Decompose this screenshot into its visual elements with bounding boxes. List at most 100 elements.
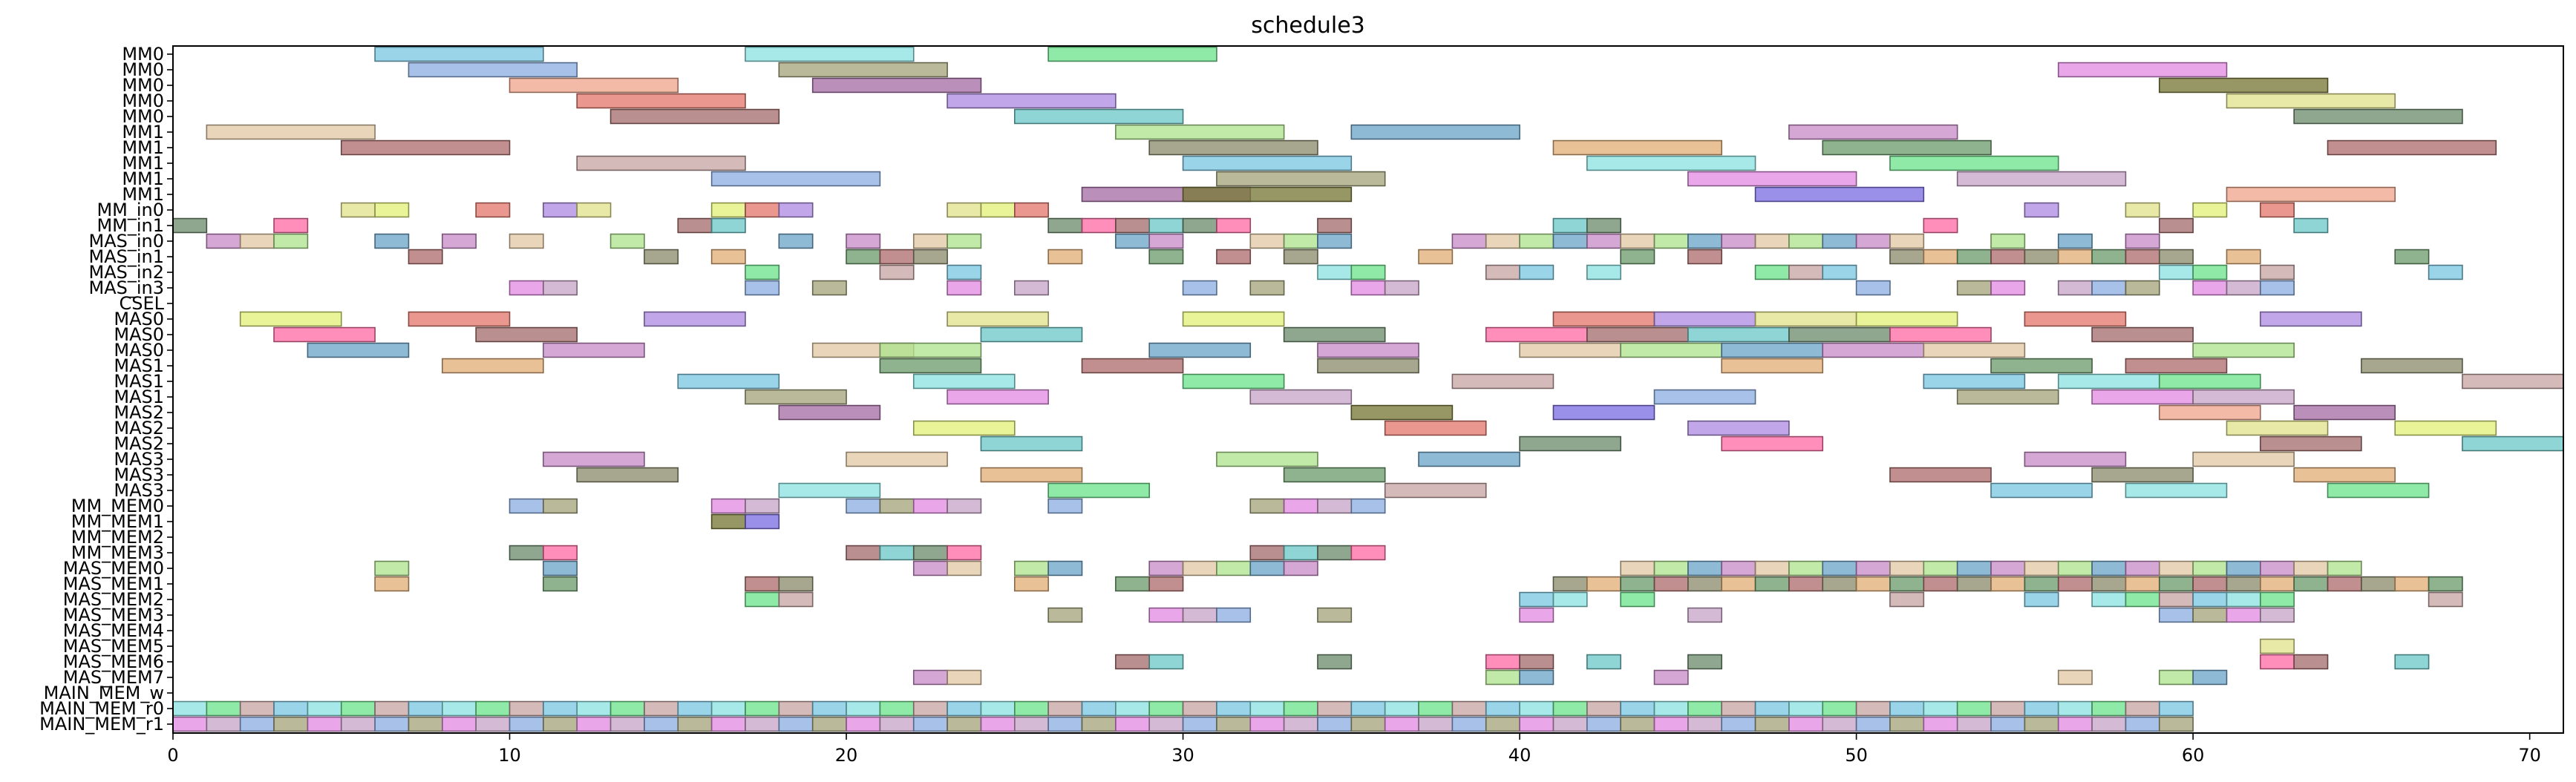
task-bar: [1687, 171, 1857, 187]
task-bar: [2125, 560, 2160, 576]
task-bar: [374, 202, 410, 218]
task-bar: [475, 202, 511, 218]
task-bar: [2226, 186, 2396, 203]
task-bar: [1956, 249, 1992, 265]
task-bar: [1620, 560, 1655, 576]
task-bar: [1653, 389, 1756, 405]
task-bar: [1754, 264, 1790, 280]
task-bar: [442, 233, 477, 249]
task-bar: [1889, 326, 1992, 343]
task-bar: [1081, 358, 1184, 374]
task-bar: [2091, 700, 2127, 717]
task-bar: [1822, 560, 1857, 576]
y-tick-label: MM_MEM3: [71, 542, 164, 563]
task-bar: [1788, 576, 1824, 592]
task-bar: [2293, 654, 2329, 670]
task-bar: [1990, 576, 2026, 592]
task-bar: [307, 716, 342, 732]
task-bar: [2158, 716, 2194, 732]
task-bar: [1687, 560, 1722, 576]
task-bar: [2158, 591, 2194, 608]
task-bar: [1653, 576, 1689, 592]
task-bar: [778, 576, 814, 592]
task-bar: [2462, 373, 2564, 390]
task-bar: [1283, 545, 1318, 561]
task-bar: [644, 249, 679, 265]
task-bar: [1855, 311, 1958, 327]
task-bar: [2024, 249, 2059, 265]
y-tick-label: MM0: [122, 91, 164, 111]
task-bar: [778, 233, 814, 249]
task-bar: [1115, 654, 1151, 670]
task-bar: [1956, 280, 1992, 296]
task-bar: [576, 700, 612, 717]
task-bar: [1283, 467, 1386, 483]
task-bar: [846, 700, 881, 717]
task-bar: [1317, 607, 1353, 623]
task-bar: [340, 700, 376, 717]
task-bar: [1283, 326, 1386, 343]
task-bar: [442, 700, 477, 717]
task-bar: [2091, 716, 2127, 732]
task-bar: [778, 716, 814, 732]
task-bar: [1115, 233, 1151, 249]
task-bar: [1721, 436, 1824, 452]
task-bar: [509, 77, 679, 93]
task-bar: [980, 716, 1016, 732]
task-bar: [1115, 716, 1151, 732]
task-bar: [1754, 311, 1857, 327]
task-bar: [543, 342, 645, 358]
task-bar: [2091, 576, 2127, 592]
task-bar: [2125, 591, 2160, 608]
task-bar: [1182, 186, 1353, 203]
y-tick-label: MAS_in2: [88, 262, 164, 283]
task-bar: [1586, 233, 1621, 249]
task-bar: [1519, 607, 1555, 623]
task-bar: [2024, 591, 2059, 608]
task-bar: [1047, 498, 1083, 514]
task-bar: [2158, 607, 2194, 623]
task-bar: [947, 669, 982, 686]
task-bar: [1451, 233, 1487, 249]
task-bar: [1519, 716, 1555, 732]
x-tick-label: 40: [1508, 745, 1531, 766]
task-bar: [1283, 560, 1318, 576]
task-bar: [912, 669, 948, 686]
task-bar: [1519, 436, 1621, 452]
task-bar: [2158, 576, 2194, 592]
task-bar: [609, 700, 645, 717]
task-bar: [1283, 498, 1318, 514]
task-bar: [543, 280, 578, 296]
task-bar: [408, 249, 443, 265]
task-bar: [1350, 124, 1520, 140]
task-bar: [206, 124, 376, 140]
task-bar: [1182, 716, 1217, 732]
y-tick-label: MAS1: [114, 355, 164, 376]
task-bar: [1923, 576, 1958, 592]
task-bar: [1182, 560, 1217, 576]
task-bar: [1519, 591, 1555, 608]
task-bar: [2192, 342, 2295, 358]
task-bar: [947, 233, 982, 249]
task-bar: [543, 545, 578, 561]
task-bar: [1586, 264, 1621, 280]
task-bar: [2428, 264, 2463, 280]
task-bar: [1249, 280, 1285, 296]
task-bar: [1822, 139, 1992, 156]
task-bar: [475, 700, 511, 717]
task-bar: [778, 482, 881, 499]
task-bar: [1216, 451, 1318, 467]
task-bar: [1653, 233, 1689, 249]
task-bar: [576, 93, 746, 109]
y-tick-label: MAS_MEM5: [63, 636, 164, 657]
task-bar: [239, 716, 275, 732]
task-bar: [2024, 576, 2059, 592]
task-bar: [1586, 217, 1621, 234]
task-bar: [1014, 716, 1049, 732]
task-bar: [745, 513, 780, 530]
task-bar: [677, 716, 713, 732]
task-bar: [2394, 576, 2430, 592]
task-bar: [1014, 576, 1049, 592]
task-bar: [1485, 233, 1520, 249]
task-bar: [408, 311, 511, 327]
